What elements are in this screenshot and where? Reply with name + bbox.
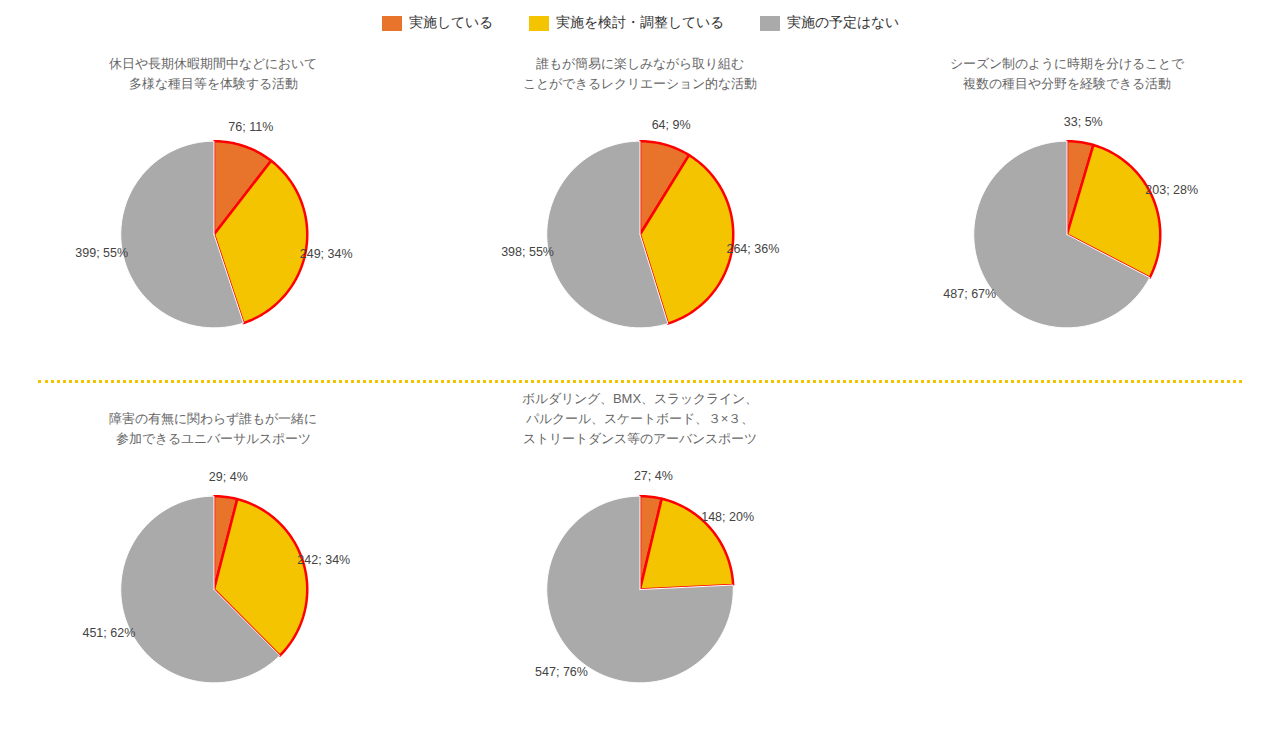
svg-text:264; 36%: 264; 36% [727,242,780,256]
svg-text:451; 62%: 451; 62% [82,626,135,640]
svg-text:148; 20%: 148; 20% [702,510,755,524]
html-text:実施の予定はない: 実施の予定はない [786,14,899,30]
html-text:シーズン制のように時期を分けることで 複数の種目や分野を経験: シーズン制のように時期を分けることで 複数の種目や分野を経験できる活動 [949,55,1184,91]
svg-text:249; 34%: 249; 34% [300,247,353,261]
html-text:実施している: 実施している [408,14,493,30]
svg-text:399; 55%: 399; 55% [75,246,128,260]
svg-text:203; 28%: 203; 28% [1145,183,1198,197]
html-text:休日や長期休暇期間中などにおいて 多様な種目等を体験する活動: 休日や長期休暇期間中などにおいて 多様な種目等を体験する活動 [109,55,318,91]
svg-text:547; 76%: 547; 76% [536,665,589,679]
svg-text:27; 4%: 27; 4% [634,469,673,483]
svg-text:242; 34%: 242; 34% [297,553,350,567]
svg-text:29; 4%: 29; 4% [209,470,248,484]
svg-text:398; 55%: 398; 55% [502,245,555,259]
html-text:実施を検討・調整している: 実施を検討・調整している [555,14,724,30]
svg-text:33; 5%: 33; 5% [1064,115,1103,129]
html-text:障害の有無に関わらず誰もが一緒に 参加できるユニバーサルスポ: 障害の有無に関わらず誰もが一緒に 参加できるユニバーサルスポーツ [109,410,318,446]
html-text:誰もが簡易に楽しみながら取り組む ことができるレクリエーショ: 誰もが簡易に楽しみながら取り組む ことができるレクリエーション的な活動 [523,55,757,91]
svg-text:64; 9%: 64; 9% [652,118,691,132]
svg-text:76; 11%: 76; 11% [228,120,273,134]
html-text:ボルダリング、BMX、スラックライン、 パルクール、スケート: ボルダリング、BMX、スラックライン、 パルクール、スケートボード、３×３、 ス… [521,390,759,446]
svg-text:487; 67%: 487; 67% [943,287,996,301]
